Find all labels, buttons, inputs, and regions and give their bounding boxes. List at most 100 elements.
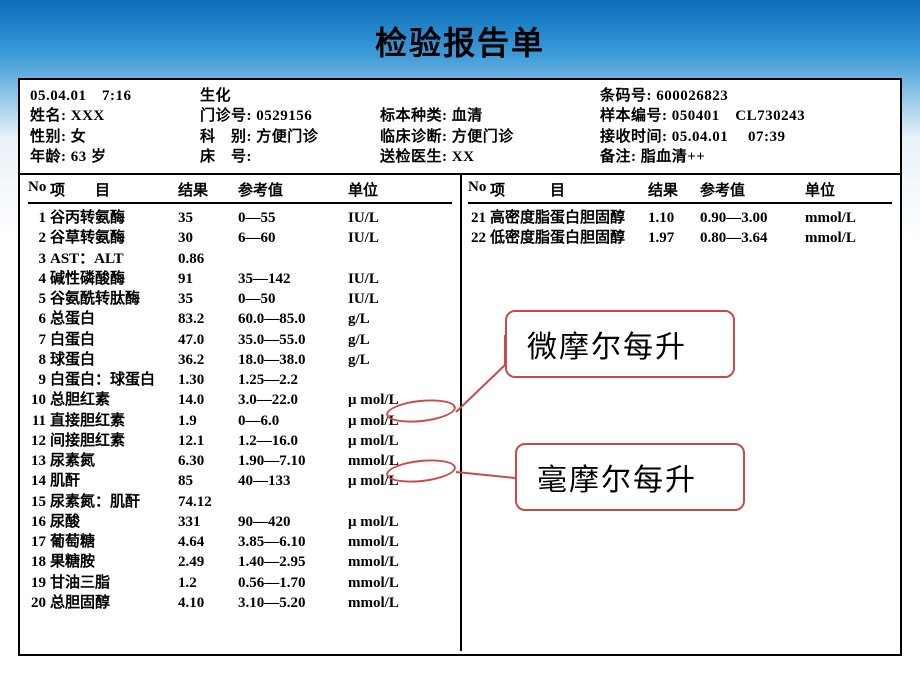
- cell-unit: g/L: [348, 350, 418, 370]
- left-header-divider: [28, 202, 452, 204]
- cell-unit: [348, 249, 418, 269]
- meta-specimen: 标本种类: 血清: [380, 106, 600, 126]
- table-row: 3AST：ALT0.86: [28, 249, 452, 269]
- cell-no: 4: [28, 269, 50, 289]
- cell-result: 1.9: [178, 411, 238, 431]
- cell-no: 16: [28, 512, 50, 532]
- cell-result: 91: [178, 269, 238, 289]
- right-rows: 21高密度脂蛋白胆固醇1.100.90—3.00mmol/L22低密度脂蛋白胆固…: [468, 208, 892, 249]
- cell-item: 总胆固醇: [50, 593, 178, 613]
- cell-no: 3: [28, 249, 50, 269]
- cell-item: 尿素氮：肌酐: [50, 492, 178, 512]
- cell-item: 间接胆红素: [50, 431, 178, 451]
- meta-barcode: 条码号: 600026823: [600, 86, 728, 106]
- cell-item: 碱性磷酸酶: [50, 269, 178, 289]
- cell-unit: mmol/L: [348, 573, 418, 593]
- cell-ref: 60.0—85.0: [238, 309, 348, 329]
- cell-item: 尿酸: [50, 512, 178, 532]
- cell-no: 20: [28, 593, 50, 613]
- cell-item: AST：ALT: [50, 249, 178, 269]
- cell-item: 谷丙转氨酶: [50, 208, 178, 228]
- cell-result: 0.86: [178, 249, 238, 269]
- meta-name: 姓名: XXX: [30, 106, 200, 126]
- hdr-ref: 参考值: [238, 179, 348, 200]
- cell-result: 12.1: [178, 431, 238, 451]
- meta-remark: 备注: 脂血清++: [600, 147, 705, 167]
- cell-ref: 0.56—1.70: [238, 573, 348, 593]
- cell-unit: mmol/L: [805, 228, 875, 248]
- cell-ref: [238, 492, 348, 512]
- cell-unit: mmol/L: [348, 593, 418, 613]
- cell-no: 7: [28, 330, 50, 350]
- cell-no: 18: [28, 552, 50, 572]
- cell-result: 83.2: [178, 309, 238, 329]
- cell-no: 12: [28, 431, 50, 451]
- table-row: 20总胆固醇4.103.10—5.20mmol/L: [28, 593, 452, 613]
- report-title: 检验报告单: [0, 0, 920, 78]
- cell-no: 6: [28, 309, 50, 329]
- cell-item: 白蛋白：球蛋白: [50, 370, 178, 390]
- cell-item: 肌酐: [50, 471, 178, 491]
- cell-unit: μ mol/L: [348, 431, 418, 451]
- table-row: 9白蛋白：球蛋白1.301.25—2.2: [28, 370, 452, 390]
- hdr-result-r: 结果: [648, 179, 700, 200]
- table-row: 22低密度脂蛋白胆固醇1.970.80—3.64mmol/L: [468, 228, 892, 248]
- meta-bed: 床 号:: [200, 147, 380, 167]
- cell-item: 谷氨酰转肽酶: [50, 289, 178, 309]
- cell-result: 4.10: [178, 593, 238, 613]
- cell-ref: 35—142: [238, 269, 348, 289]
- meta-datetime: 05.04.01 7:16: [30, 86, 200, 106]
- cell-item: 低密度脂蛋白胆固醇: [490, 228, 648, 248]
- cell-unit: mmol/L: [348, 532, 418, 552]
- cell-no: 21: [468, 208, 490, 228]
- cell-ref: 40—133: [238, 471, 348, 491]
- meta-sampleno: 样本编号: 050401 CL730243: [600, 106, 805, 126]
- cell-no: 9: [28, 370, 50, 390]
- cell-ref: 0.90—3.00: [700, 208, 805, 228]
- cell-result: 1.10: [648, 208, 700, 228]
- cell-item: 总胆红素: [50, 390, 178, 410]
- callout-millimole: 毫摩尔每升: [515, 443, 745, 511]
- cell-unit: μ mol/L: [348, 512, 418, 532]
- cell-ref: 0.80—3.64: [700, 228, 805, 248]
- meta-diag: 临床诊断: 方便门诊: [380, 127, 600, 147]
- cell-ref: 3.10—5.20: [238, 593, 348, 613]
- table-row: 15尿素氮：肌酐74.12: [28, 492, 452, 512]
- cell-unit: mmol/L: [805, 208, 875, 228]
- cell-ref: 18.0—38.0: [238, 350, 348, 370]
- meta-doctor: 送检医生: XX: [380, 147, 600, 167]
- cell-unit: IU/L: [348, 269, 418, 289]
- meta-age: 年龄: 63 岁: [30, 147, 200, 167]
- table-row: 7白蛋白47.035.0—55.0g/L: [28, 330, 452, 350]
- cell-item: 总蛋白: [50, 309, 178, 329]
- cell-no: 2: [28, 228, 50, 248]
- meta-outpatient: 门诊号: 0529156: [200, 106, 380, 126]
- cell-no: 11: [28, 411, 50, 431]
- cell-no: 15: [28, 492, 50, 512]
- table-row: 4碱性磷酸酶9135—142IU/L: [28, 269, 452, 289]
- cell-no: 8: [28, 350, 50, 370]
- cell-ref: 90—420: [238, 512, 348, 532]
- meta-spacer: [380, 86, 600, 106]
- cell-result: 1.30: [178, 370, 238, 390]
- cell-result: 35: [178, 208, 238, 228]
- cell-result: 1.2: [178, 573, 238, 593]
- cell-no: 17: [28, 532, 50, 552]
- table-row: 21高密度脂蛋白胆固醇1.100.90—3.00mmol/L: [468, 208, 892, 228]
- cell-no: 5: [28, 289, 50, 309]
- cell-item: 葡萄糖: [50, 532, 178, 552]
- table-row: 8球蛋白36.218.0—38.0g/L: [28, 350, 452, 370]
- table-row: 12间接胆红素12.11.2—16.0μ mol/L: [28, 431, 452, 451]
- table-row: 2谷草转氨酶306—60IU/L: [28, 228, 452, 248]
- cell-unit: [348, 492, 418, 512]
- cell-unit: IU/L: [348, 289, 418, 309]
- cell-result: 331: [178, 512, 238, 532]
- hdr-no: No: [28, 179, 50, 200]
- cell-ref: 0—55: [238, 208, 348, 228]
- cell-no: 1: [28, 208, 50, 228]
- hdr-item: 项 目: [50, 179, 178, 200]
- cell-result: 6.30: [178, 451, 238, 471]
- cell-no: 13: [28, 451, 50, 471]
- meta-sex: 性别: 女: [30, 127, 200, 147]
- report-frame: 05.04.01 7:16 生化 条码号: 600026823 姓名: XXX …: [18, 78, 902, 656]
